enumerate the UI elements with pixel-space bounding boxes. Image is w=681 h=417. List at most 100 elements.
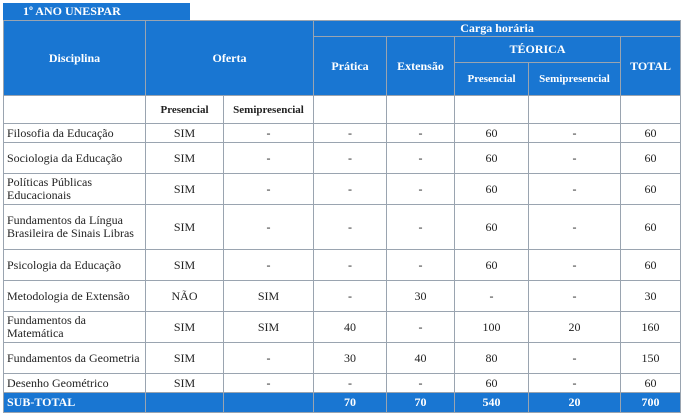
cell-total: 60 [620,123,681,143]
cell-pratica: - [313,173,388,205]
cell-teorica-presencial: 60 [454,173,530,205]
subtotal-label: SUB-TOTAL [3,392,146,413]
cell-extensao: 40 [386,342,456,374]
table-row: Sociologia da Educação SIM - - - 60 - 60 [3,142,681,174]
cell-oferta-semipresencial: - [222,342,315,374]
cell-pratica: 40 [313,311,388,343]
cell-oferta-presencial: SIM [145,373,224,393]
cell-extensao: - [386,311,456,343]
subheader-oferta-semipresencial: Semipresencial [222,95,315,124]
cell-teorica-semipresencial: - [528,342,622,374]
cell-extensao: - [386,123,456,143]
table-row: Desenho Geométrico SIM - - - 60 - 60 [3,373,681,393]
cell-oferta-semipresencial: - [222,173,315,205]
table-row: Metodologia de Extensão NÃO SIM - 30 - -… [3,280,681,312]
cell-disciplina: Fundamentos da Geometria [3,342,146,374]
cell-extensao: - [386,173,456,205]
cell-pratica: 30 [313,342,388,374]
table-row: Filosofia da Educação SIM - - - 60 - 60 [3,123,681,143]
cell-pratica: - [313,249,388,281]
subtotal-pratica: 70 [313,392,388,413]
cell-oferta-presencial: SIM [145,249,224,281]
cell-teorica-semipresencial: - [528,123,622,143]
cell-oferta-presencial: SIM [145,123,224,143]
cell-oferta-presencial: SIM [145,173,224,205]
cell-teorica-presencial: 60 [454,373,530,393]
cell-teorica-semipresencial: - [528,249,622,281]
subheader-oferta-presencial: Presencial [145,95,224,124]
cell-teorica-presencial: 60 [454,142,530,174]
table-row: Fundamentos da Língua Brasileira de Sina… [3,204,681,250]
year-tab-label: 1º ANO UNESPAR [3,3,190,20]
table-row: Psicologia da Educação SIM - - - 60 - 60 [3,249,681,281]
cell-teorica-semipresencial: - [528,173,622,205]
col-header-total: TOTAL [620,36,681,96]
cell-disciplina: Desenho Geométrico [3,373,146,393]
cell-extensao: - [386,142,456,174]
cell-extensao: - [386,249,456,281]
table-row: Fundamentos da Matemática SIM SIM 40 - 1… [3,311,681,343]
cell-oferta-presencial: SIM [145,204,224,250]
cell-oferta-presencial: SIM [145,311,224,343]
cell-teorica-semipresencial: - [528,142,622,174]
subheader-empty-cell [3,95,146,124]
col-header-carga-horaria: Carga horária [313,20,681,37]
cell-oferta-semipresencial: SIM [222,311,315,343]
cell-extensao: 30 [386,280,456,312]
col-header-oferta: Oferta [144,20,315,96]
cell-disciplina: Fundamentos da Língua Brasileira de Sina… [3,204,146,250]
cell-oferta-presencial: NÃO [145,280,224,312]
cell-pratica: - [313,373,388,393]
col-header-extensao: Extensão [386,36,456,96]
cell-teorica-semipresencial: - [528,373,622,393]
cell-disciplina: Metodologia de Extensão [3,280,146,312]
cell-teorica-semipresencial: - [528,204,622,250]
cell-oferta-semipresencial: - [222,123,315,143]
col-header-teorica-semipresencial: Semipresencial [528,62,622,96]
cell-teorica-presencial: 60 [454,204,530,250]
cell-disciplina: Filosofia da Educação [3,123,146,143]
cell-disciplina: Sociologia da Educação [3,142,146,174]
col-header-teorica: TÉORICA [454,36,622,63]
cell-total: 150 [620,342,681,374]
cell-teorica-semipresencial: - [528,280,622,312]
cell-pratica: - [313,123,388,143]
cell-oferta-semipresencial: - [222,142,315,174]
cell-total: 60 [620,249,681,281]
cell-teorica-semipresencial: 20 [528,311,622,343]
table-row: Fundamentos da Geometria SIM - 30 40 80 … [3,342,681,374]
col-header-pratica: Prática [313,36,388,96]
cell-oferta-semipresencial: - [222,204,315,250]
cell-pratica: - [313,280,388,312]
subtotal-total: 700 [620,392,681,413]
workload-table: Disciplina Oferta Carga horária Prática … [3,20,681,413]
cell-total: 60 [620,173,681,205]
cell-teorica-presencial: 80 [454,342,530,374]
cell-oferta-semipresencial: - [222,249,315,281]
cell-oferta-semipresencial: SIM [222,280,315,312]
cell-disciplina: Fundamentos da Matemática [3,311,146,343]
cell-pratica: - [313,204,388,250]
cell-total: 60 [620,204,681,250]
cell-total: 60 [620,142,681,174]
cell-extensao: - [386,204,456,250]
cell-pratica: - [313,142,388,174]
table-row: Políticas Públicas Educacionais SIM - - … [3,173,681,205]
cell-disciplina: Psicologia da Educação [3,249,146,281]
cell-extensao: - [386,373,456,393]
cell-oferta-semipresencial: - [222,373,315,393]
subtotal-extensao: 70 [386,392,456,413]
col-header-disciplina: Disciplina [3,20,146,96]
subtotal-row: SUB-TOTAL 70 70 540 20 700 [3,392,681,413]
cell-teorica-presencial: - [454,280,530,312]
subtotal-teorica-presencial: 540 [454,392,530,413]
cell-total: 160 [620,311,681,343]
cell-disciplina: Políticas Públicas Educacionais [3,173,146,205]
cell-teorica-presencial: 60 [454,249,530,281]
cell-teorica-presencial: 60 [454,123,530,143]
subtotal-teorica-semipresencial: 20 [528,392,622,413]
cell-total: 30 [620,280,681,312]
cell-oferta-presencial: SIM [145,142,224,174]
cell-teorica-presencial: 100 [454,311,530,343]
